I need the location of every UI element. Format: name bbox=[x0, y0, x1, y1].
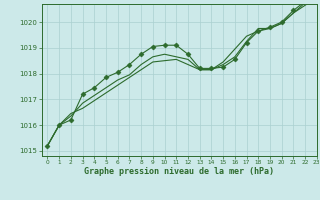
X-axis label: Graphe pression niveau de la mer (hPa): Graphe pression niveau de la mer (hPa) bbox=[84, 167, 274, 176]
